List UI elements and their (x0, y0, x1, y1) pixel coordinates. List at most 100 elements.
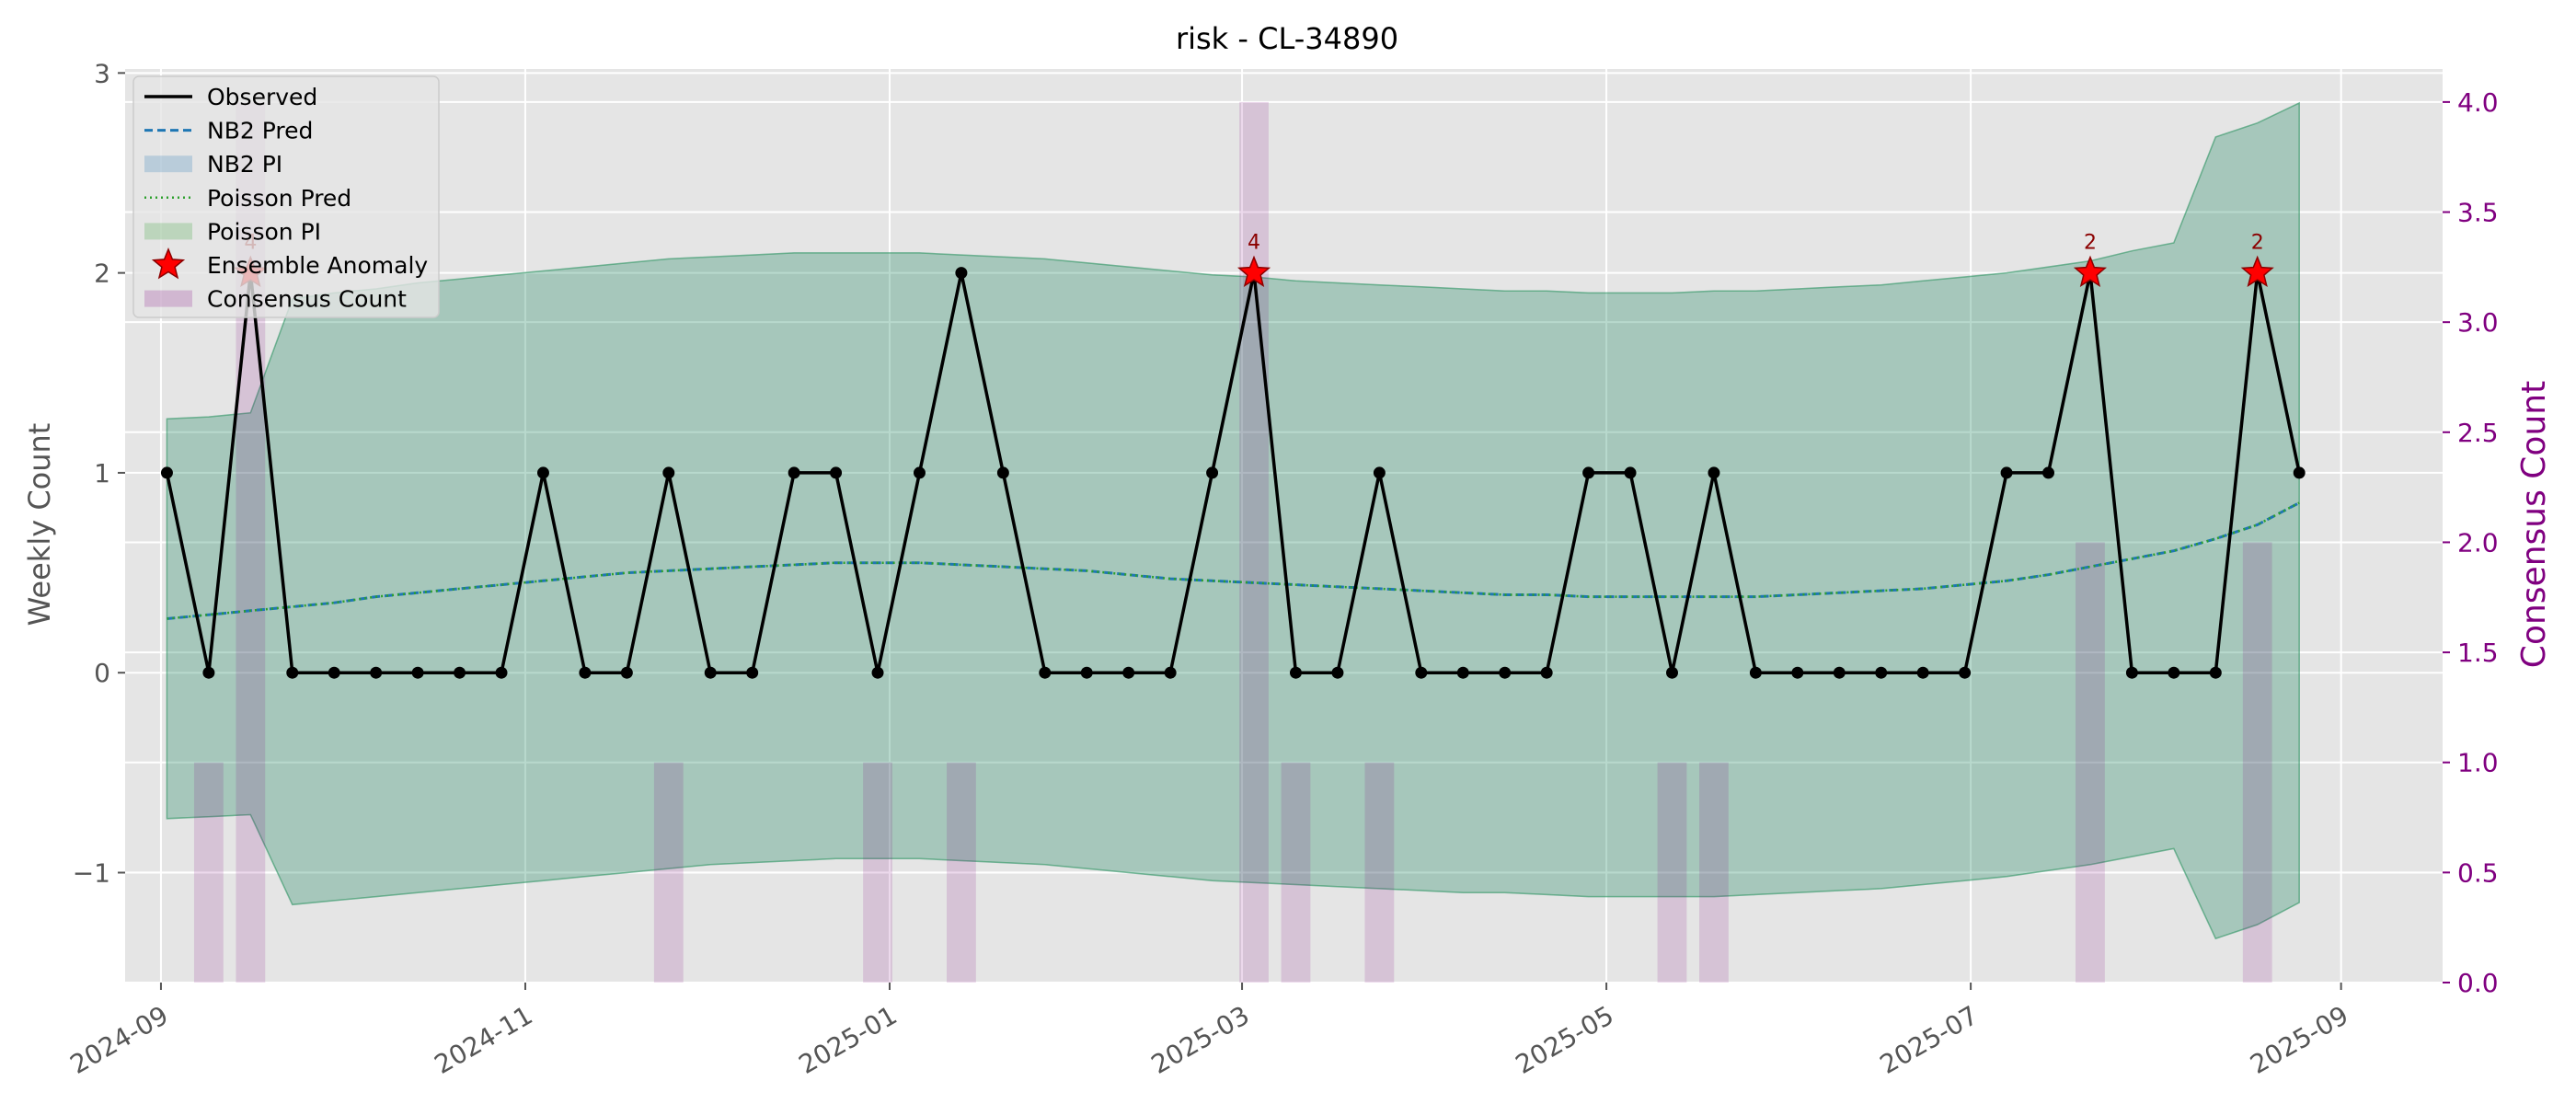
observed-point (1373, 466, 1386, 479)
observed-point (328, 666, 340, 679)
legend-label: Ensemble Anomaly (207, 252, 428, 279)
observed-point (2000, 466, 2013, 479)
observed-point (579, 666, 592, 679)
observed-point (1665, 666, 1678, 679)
legend-handle-nb2-pi (144, 155, 192, 173)
observed-point (2042, 466, 2055, 479)
observed-point (913, 466, 926, 479)
consensus-bar (1239, 101, 1269, 983)
nb2-pred-line (167, 501, 2300, 620)
consensus-bar (2242, 542, 2272, 983)
anomaly-label: 2 (2251, 232, 2264, 255)
consensus-bar (1699, 762, 1729, 983)
consensus-bar (193, 762, 224, 983)
observed-point (1289, 666, 1302, 679)
observed-point (1456, 666, 1469, 679)
prediction-interval-bands (166, 101, 2300, 940)
observed-point (2125, 666, 2138, 679)
observed-point (1749, 666, 1762, 679)
legend: Observed NB2 Pred NB2 PI Poisson Pred Poisso… (132, 75, 440, 318)
observed-point (1708, 466, 1720, 479)
y-tick-label: 0 (94, 658, 110, 688)
observed-point (1499, 666, 1512, 679)
anomaly-star (1237, 255, 1271, 288)
observed-point (788, 466, 800, 479)
observed-point (160, 466, 173, 479)
legend-label: Poisson PI (207, 218, 321, 245)
anomaly-label: 2 (2084, 232, 2097, 255)
observed-point (1833, 666, 1846, 679)
chart-title: risk - CL-34890 (1176, 21, 1398, 56)
anomaly-star (2073, 255, 2107, 288)
observed-point (1122, 666, 1135, 679)
y2-tick-label: 2.5 (2457, 418, 2499, 448)
observed-point (2209, 666, 2222, 679)
anomaly-star (2240, 255, 2274, 288)
observed-point (871, 666, 884, 679)
observed-point (1206, 466, 1219, 479)
observed-point (2168, 666, 2180, 679)
consensus-bar (2076, 542, 2105, 983)
observed-point (370, 666, 383, 679)
observed-point (1916, 666, 1929, 679)
observed-point (1540, 666, 1553, 679)
observed-point (996, 466, 1009, 479)
y-tick-label: 2 (94, 259, 110, 289)
plot-area (125, 69, 2443, 983)
observed-point (620, 666, 633, 679)
y-axis-label: Weekly Count (22, 423, 57, 627)
legend-handle-anomaly (151, 247, 186, 280)
poisson-pi-band (166, 101, 2300, 940)
y-tick-label: 3 (94, 58, 110, 88)
legend-label: Consensus Count (207, 286, 407, 313)
series-lines (165, 270, 2301, 674)
observed-point (1791, 666, 1804, 679)
y2-tick-label: 1.5 (2457, 638, 2499, 668)
y2-tick-label: 0.0 (2457, 968, 2499, 998)
observed-point (202, 666, 215, 679)
grid-lines (125, 69, 2443, 983)
consensus-bar (1657, 762, 1687, 983)
observed-point (411, 666, 424, 679)
consensus-bar (653, 762, 684, 983)
y2-tick-label: 2.0 (2457, 527, 2499, 558)
consensus-bar (1281, 762, 1311, 983)
observed-point (1039, 666, 1052, 679)
y2-axis-label: Consensus Count (2515, 381, 2553, 668)
legend-label: Poisson Pred (207, 185, 351, 212)
y2-tick-label: 4.0 (2457, 87, 2499, 118)
y2-tick-label: 3.5 (2457, 198, 2499, 228)
observed-point (495, 666, 508, 679)
legend-handle-consensus (144, 290, 192, 307)
legend-label: NB2 Pred (207, 118, 313, 144)
legend-label: NB2 PI (207, 151, 282, 178)
observed-point (1875, 666, 1888, 679)
y-tick-label: −1 (73, 857, 110, 888)
anomaly-label: 4 (1248, 232, 1260, 255)
y2-tick-label: 3.0 (2457, 307, 2499, 338)
observed-point (2293, 466, 2306, 479)
observed-point (704, 666, 717, 679)
observed-point (662, 466, 675, 479)
observed-point (286, 666, 299, 679)
observed-point (1959, 666, 1972, 679)
observed-point (1624, 466, 1637, 479)
observed-point (830, 466, 843, 479)
observed-point (1582, 466, 1595, 479)
y-tick-label: 1 (94, 458, 110, 489)
legend-handle-poisson-pi (144, 223, 192, 240)
consensus-bar (863, 762, 892, 983)
legend-box (132, 75, 440, 318)
observed-point (1164, 666, 1177, 679)
consensus-bar (1364, 762, 1395, 983)
observed-point (1080, 666, 1093, 679)
observed-point (955, 267, 968, 280)
observed-point (1415, 666, 1428, 679)
consensus-bars (193, 101, 2272, 983)
observed-line (165, 270, 2301, 674)
observed-point (746, 666, 759, 679)
y2-tick-label: 0.5 (2457, 857, 2499, 888)
y2-tick-label: 1.0 (2457, 748, 2499, 778)
observed-point (1331, 666, 1344, 679)
